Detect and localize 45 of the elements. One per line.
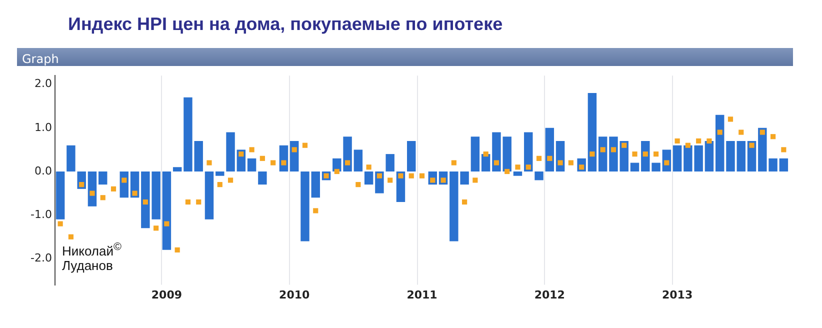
bar — [588, 93, 597, 172]
bar — [630, 162, 640, 172]
bar — [226, 132, 235, 172]
bar — [609, 136, 618, 172]
bar — [736, 140, 746, 172]
bar — [216, 171, 224, 176]
bar — [88, 171, 97, 206]
bar — [620, 140, 628, 172]
bar — [162, 171, 172, 250]
bar — [747, 140, 756, 172]
bar — [300, 171, 310, 242]
bar — [726, 140, 735, 172]
x-tick-label: 2013 — [662, 288, 693, 302]
annotation: Николай$^{©}$ Луданов — [62, 240, 122, 274]
y-tick-label: 2.0 — [34, 77, 52, 90]
bar — [98, 171, 108, 185]
chart-title: Индекс HPI цен на дома, покупаемые по ипотеке — [68, 14, 503, 35]
bar — [545, 128, 554, 172]
bar — [204, 171, 214, 220]
bar — [311, 171, 320, 198]
y-tick-label: -2.0 — [30, 252, 52, 265]
bar — [524, 132, 533, 172]
x-tick-label: 2012 — [534, 288, 565, 302]
bar — [354, 150, 363, 172]
y-tick-label: -1.0 — [30, 208, 52, 221]
bar — [247, 158, 256, 172]
bar — [172, 167, 182, 172]
bar — [396, 171, 406, 202]
bar — [407, 140, 416, 172]
text: Graph — [21, 52, 59, 66]
bar — [779, 158, 788, 172]
bar — [290, 140, 299, 172]
bar — [470, 136, 480, 172]
x-tick-label: 2011 — [406, 288, 438, 302]
bar — [258, 171, 267, 185]
y-tick-label: 1.0 — [34, 120, 52, 134]
y-tick-label: 0.0 — [34, 164, 52, 178]
bar — [66, 145, 76, 172]
bar — [534, 171, 544, 180]
bar — [598, 136, 608, 172]
x-tick-label: 2010 — [279, 288, 310, 302]
bar — [56, 171, 65, 220]
x-tick-label: 2009 — [151, 288, 182, 302]
bar — [715, 114, 724, 172]
bar — [386, 154, 394, 172]
